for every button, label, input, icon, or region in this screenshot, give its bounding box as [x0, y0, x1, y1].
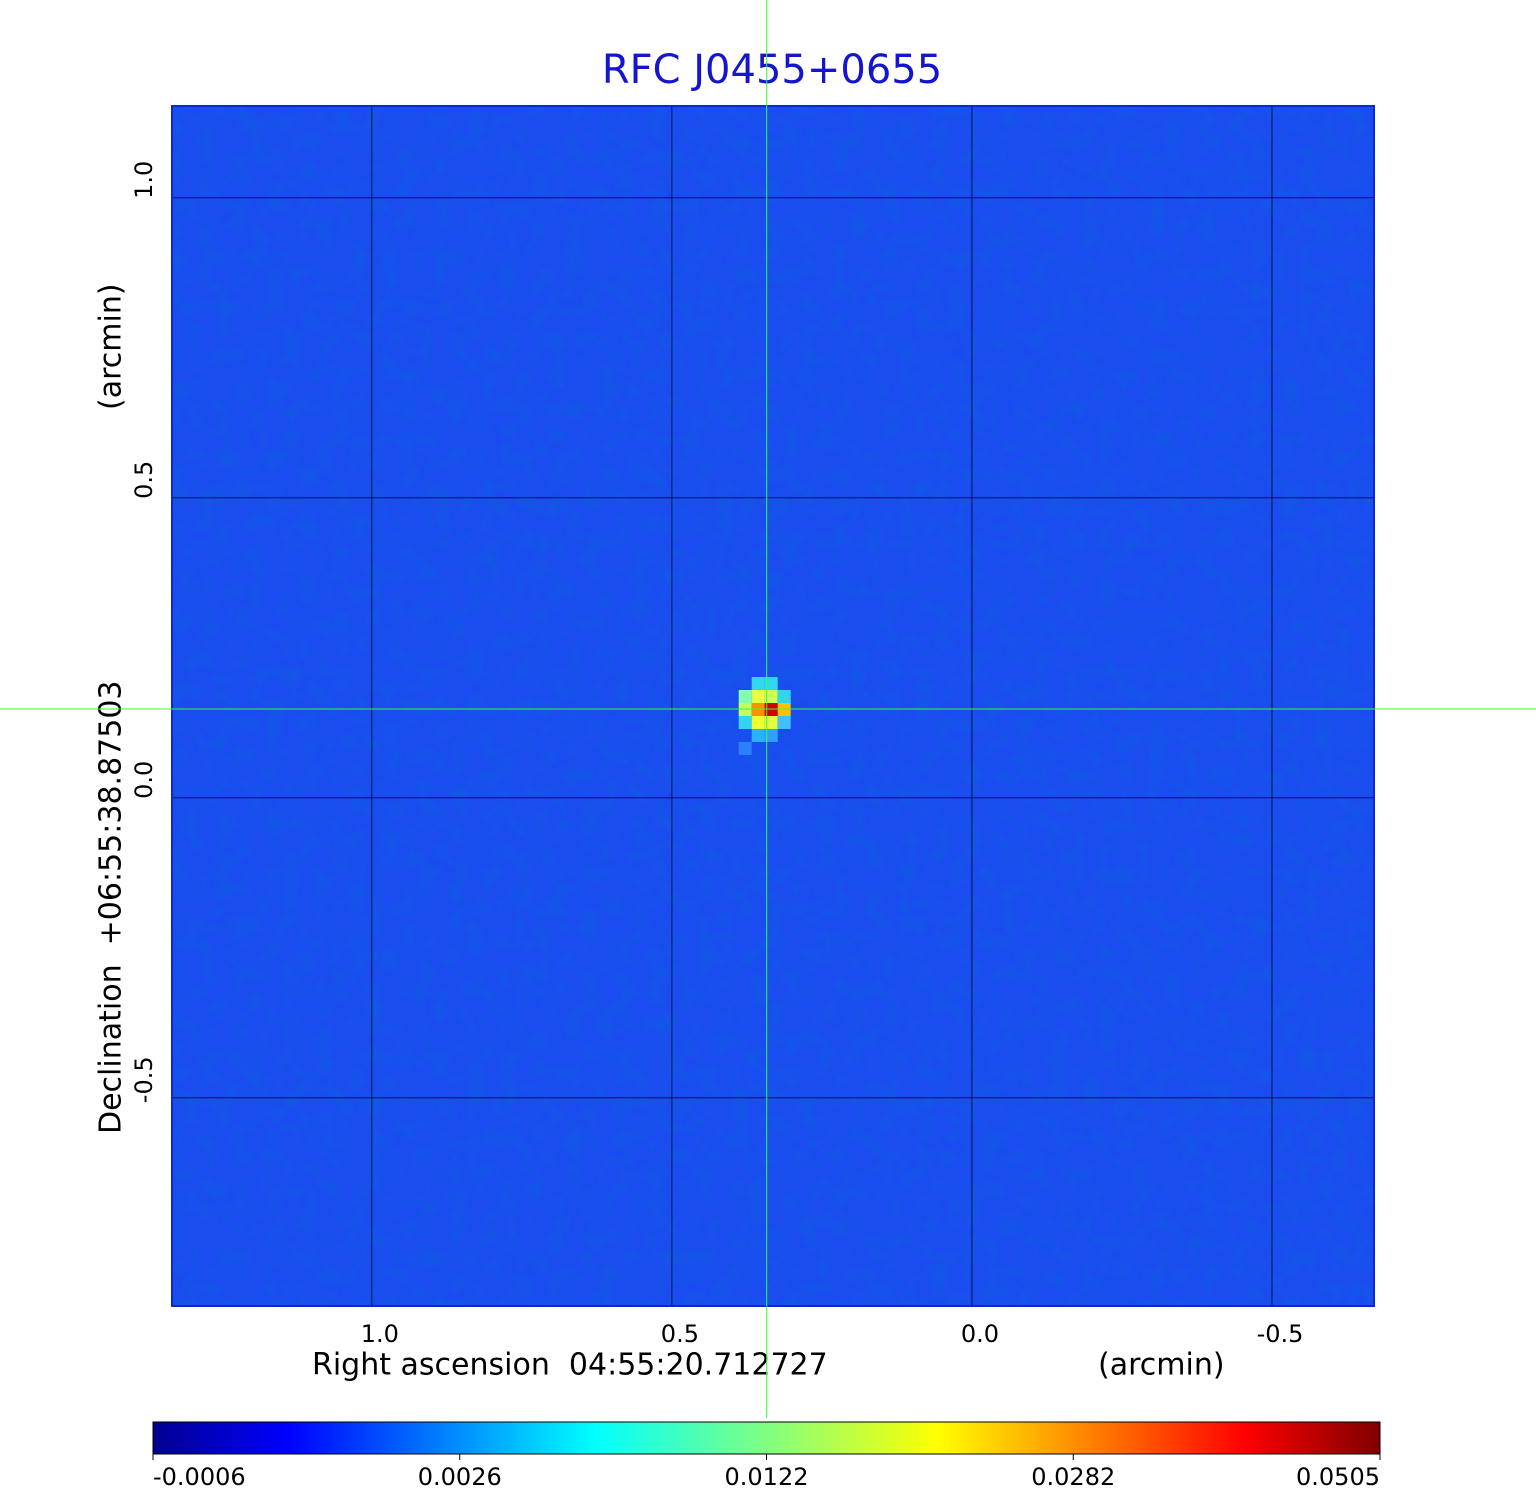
source-pixel	[751, 677, 765, 690]
source-peak	[738, 677, 791, 755]
x-tick-label: 0.0	[961, 1320, 999, 1348]
colorbar-tick-label: 0.0122	[725, 1463, 809, 1491]
source-pixel	[764, 716, 778, 729]
x-tick-label: -0.5	[1257, 1320, 1304, 1348]
colorbar	[152, 1421, 1381, 1455]
source-pixel	[738, 716, 752, 729]
colorbar-tick-label: -0.0006	[153, 1463, 246, 1491]
plot-border	[171, 105, 1375, 1307]
colorbar-tick-label: 0.0026	[418, 1463, 502, 1491]
source-pixel	[764, 690, 778, 703]
source-pixel	[764, 729, 778, 742]
y-tick-label: 0.0	[130, 761, 158, 799]
y-axis-unit: (arcmin)	[94, 283, 129, 410]
x-axis-label: Right ascension 04:55:20.712727	[312, 1348, 828, 1383]
source-pixel	[777, 716, 791, 729]
source-pixel	[751, 716, 765, 729]
chart-title: RFC J0455+0655	[602, 47, 942, 93]
source-pixel	[777, 690, 791, 703]
y-axis-label: Declination +06:55:38.87503	[94, 680, 129, 1134]
colorbar-tick-label: 0.0282	[1031, 1463, 1115, 1491]
colorbar-tick-label: 0.0505	[1296, 1463, 1380, 1491]
source-pixel	[738, 690, 752, 703]
x-tick-label: 0.5	[661, 1320, 699, 1348]
y-tick-label: 1.0	[130, 161, 158, 199]
source-pixel	[751, 729, 765, 742]
source-pixel	[764, 677, 778, 690]
source-pixel	[751, 690, 765, 703]
y-tick-label: -0.5	[130, 1056, 158, 1103]
x-tick-label: 1.0	[361, 1320, 399, 1348]
y-tick-label: 0.5	[130, 461, 158, 499]
source-pixel	[738, 742, 752, 755]
x-axis-unit: (arcmin)	[1098, 1348, 1225, 1383]
